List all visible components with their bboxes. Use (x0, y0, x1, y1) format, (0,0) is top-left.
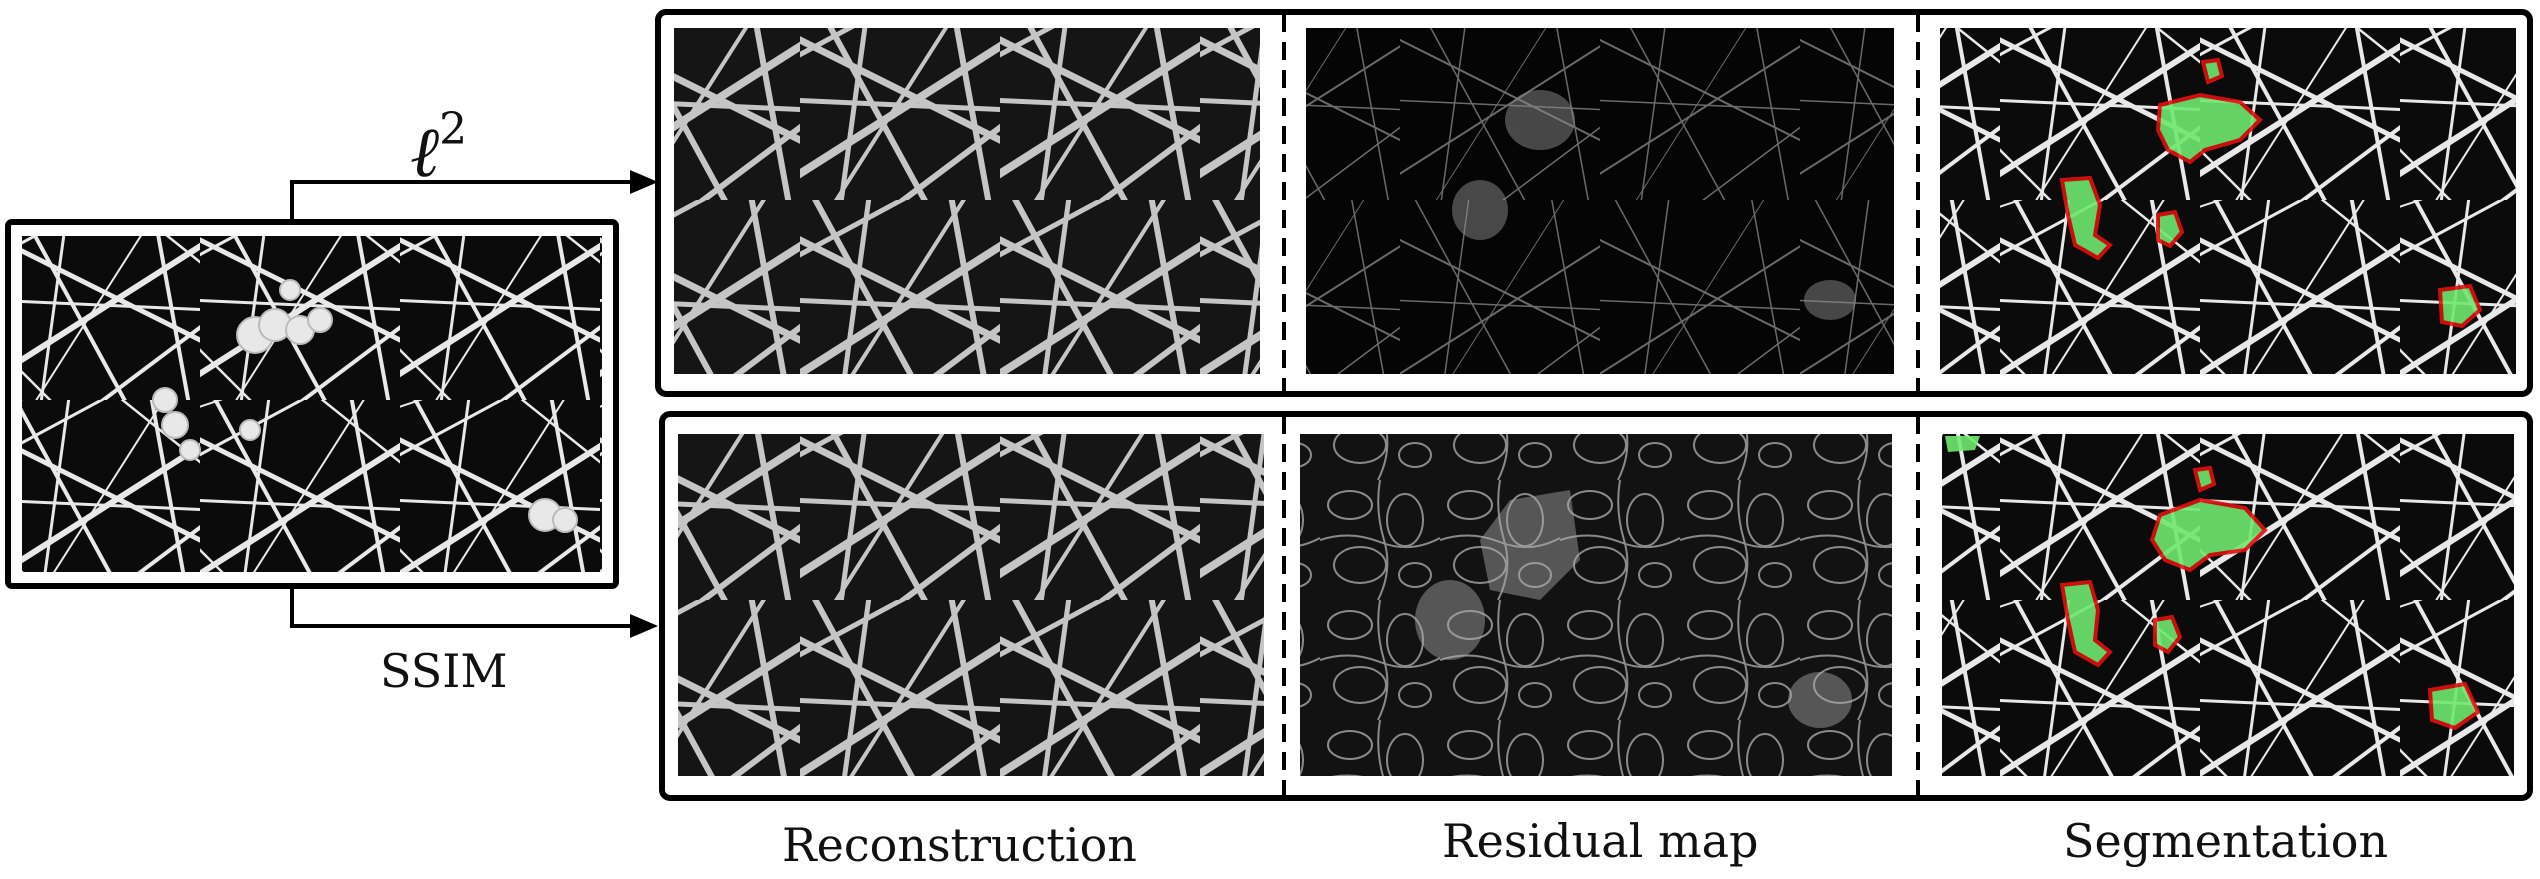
row-l2 (655, 9, 2533, 397)
column-label-segmentation: Segmentation (2063, 814, 2389, 868)
residual-highlights (1415, 490, 1852, 728)
arrowhead-top (630, 170, 658, 194)
segmentation-panel (1942, 434, 2514, 776)
column-label-residual-map: Residual map (1442, 814, 1759, 868)
row-ssim (659, 411, 2533, 801)
input-image (5, 219, 619, 589)
arrow-to-l2-row (290, 180, 640, 222)
column-label-reconstruction: Reconstruction (782, 818, 1137, 872)
reconstruction-panel (678, 434, 1264, 776)
ssim-loss-label: SSIM (380, 644, 508, 698)
segmentation-panel (1940, 28, 2516, 374)
reconstruction-panel (674, 28, 1260, 374)
residual-highlights (1452, 90, 1856, 320)
arrowhead-bottom (630, 614, 658, 638)
l2-loss-label: ℓ2 (410, 104, 468, 193)
residual-map-panel (1306, 28, 1894, 374)
residual-map-panel (1300, 434, 1892, 776)
segmentation-defects (1945, 436, 2481, 731)
arrow-to-ssim-row (290, 586, 640, 628)
segmentation-defects (2059, 57, 2483, 329)
defect-clusters (152, 279, 578, 533)
